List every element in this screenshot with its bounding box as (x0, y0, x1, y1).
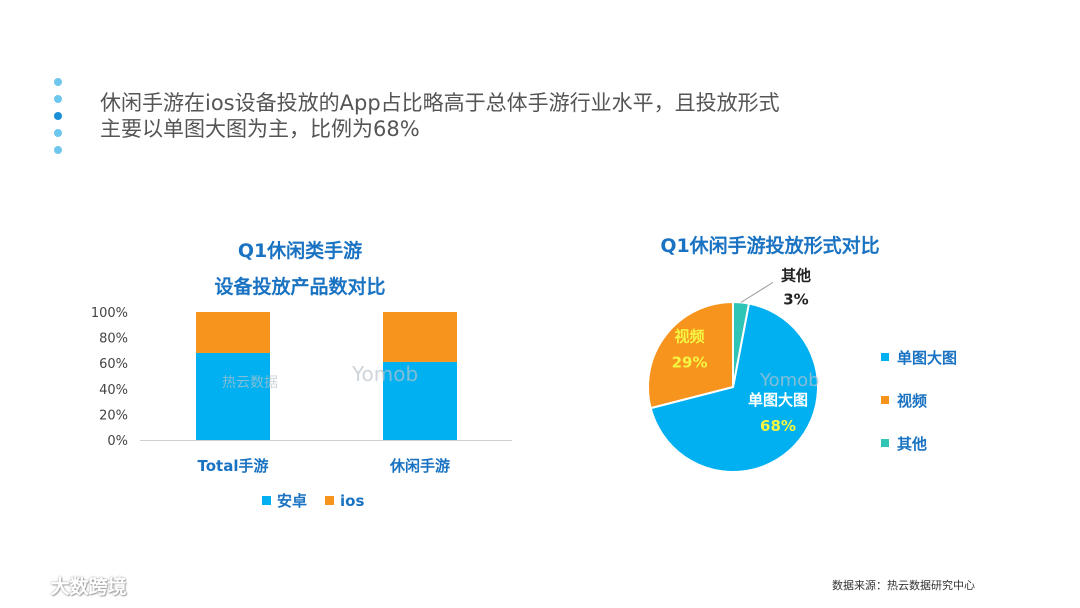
dot (54, 112, 62, 120)
slice-label-value: 29% (672, 353, 708, 371)
pie-chart: 单图大图 68% 视频 29% 其他 3% (647, 266, 819, 473)
y-tick-label: 100% (91, 306, 128, 321)
y-tick-label: 60% (99, 357, 128, 372)
legend-label: ios (340, 491, 365, 510)
legend-item-other: 其他 (881, 432, 957, 454)
dot (54, 78, 62, 86)
data-source: 数据来源：热云数据研究中心 (832, 579, 975, 592)
legend-label: 单图大图 (897, 348, 958, 367)
bar-chart: 0% 20% 40% 60% 80% 100% Total手游 休闲手游 (91, 306, 512, 475)
headline-line2: 主要以单图大图为主，比例为68% (100, 117, 420, 141)
bar-chart-title: Q1休闲类手游 设备投放产品数对比 (190, 233, 410, 305)
slice-label-name: 视频 (675, 327, 705, 345)
headline-line1: 休闲手游在ios设备投放的App占比略高于总体手游行业水平，且投放形式 (100, 91, 780, 115)
headline: 休闲手游在ios设备投放的App占比略高于总体手游行业水平，且投放形式 主要以单… (100, 90, 860, 142)
legend-swatch (881, 439, 889, 447)
legend-swatch (325, 496, 335, 505)
slice-other (732, 300, 751, 388)
bar-segment-android (196, 352, 270, 440)
slice-single-image (649, 302, 819, 473)
y-tick-label: 20% (99, 408, 128, 423)
watermark-mob: Yomob (352, 362, 419, 386)
watermark-mob-2: Yomob (760, 370, 820, 391)
pie-legend: 单图大图 视频 其他 (881, 346, 957, 475)
y-tick-label: 40% (99, 383, 128, 398)
bar-segment-ios (383, 312, 457, 362)
legend-label: 其他 (897, 434, 928, 453)
slice-label-name: 其他 (781, 266, 811, 284)
dot (54, 129, 62, 137)
pie-chart-title: Q1休闲手游投放形式对比 (660, 235, 880, 257)
x-tick-label: Total手游 (198, 457, 269, 475)
legend-item-single-image: 单图大图 (881, 346, 957, 368)
legend-swatch (881, 396, 889, 404)
y-tick-label: 80% (99, 332, 128, 347)
bar-chart-title-line2: 设备投放产品数对比 (214, 276, 386, 298)
leader-line (740, 281, 774, 303)
legend-item-android: 安卓 (262, 490, 307, 511)
legend-item-video: 视频 (881, 389, 957, 411)
legend-swatch (262, 496, 271, 505)
brand-icon (14, 579, 40, 596)
brand-logo: 大数跨境 (14, 572, 127, 599)
bar-segment-android (383, 361, 457, 440)
dot (54, 146, 62, 154)
slice-label-name: 单图大图 (748, 391, 808, 409)
legend-label: 安卓 (277, 492, 308, 510)
watermark-reyun: 热云数据 (222, 375, 278, 391)
bar-chart-title-line1: Q1休闲类手游 (237, 240, 363, 262)
brand-name: 大数跨境 (50, 576, 127, 598)
bar-legend: 安卓 ios (262, 490, 382, 511)
decorative-dots (54, 78, 64, 163)
dot (54, 95, 62, 103)
legend-item-ios: ios (325, 490, 364, 511)
bar-segment-ios (196, 312, 270, 353)
slice-label-value: 68% (760, 417, 796, 435)
x-tick-label: 休闲手游 (389, 457, 450, 475)
slice-label-value: 3% (783, 290, 808, 308)
slice-video (647, 300, 734, 410)
y-tick-label: 0% (107, 434, 128, 449)
legend-swatch (881, 353, 889, 361)
legend-label: 视频 (897, 391, 928, 410)
